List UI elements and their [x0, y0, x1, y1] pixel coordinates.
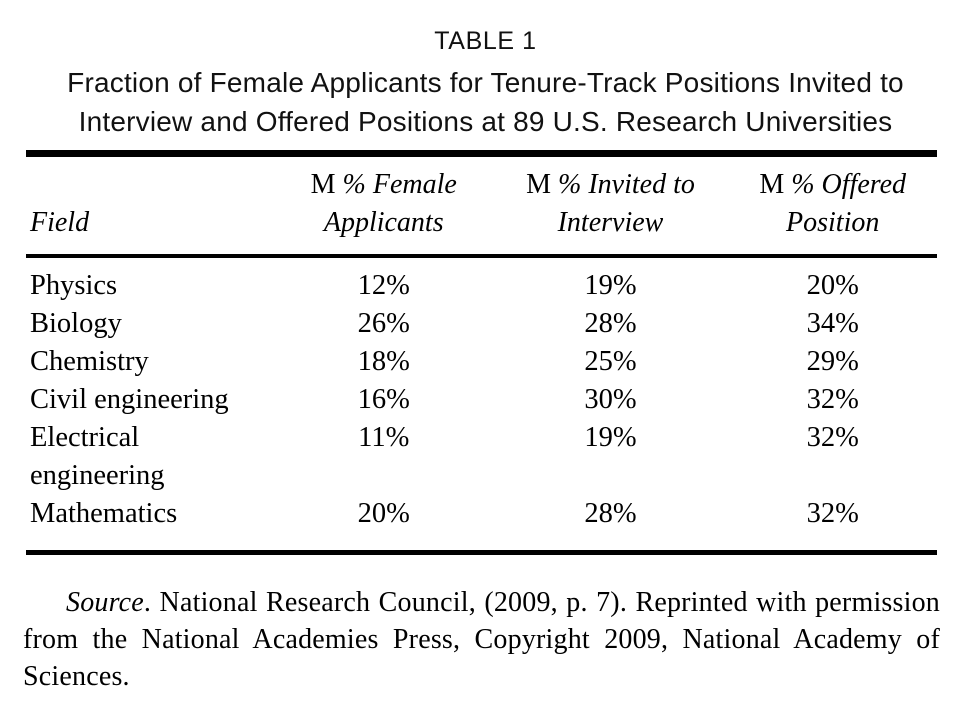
empty-cell	[275, 457, 493, 495]
column-header-female-applicants: M % Female Applicants	[275, 166, 493, 242]
header-line1: M % Invited to	[493, 166, 729, 204]
table-rule-header-bottom	[26, 254, 937, 258]
field-cell: Biology	[30, 308, 122, 339]
table-row-civil-engineering: Civil engineering 16% 30% 32%	[26, 381, 937, 419]
source-note-label: Source	[66, 587, 144, 618]
field-cell: Civil engineering	[30, 384, 229, 415]
mean-symbol: M	[310, 169, 336, 200]
table-label: TABLE 1	[434, 27, 537, 55]
column-header-invited-to-interview: M % Invited to Interview	[493, 166, 729, 242]
header-line2: Applicants	[323, 207, 444, 238]
header-line2: Interview	[557, 207, 664, 238]
table-rule-top	[26, 150, 937, 157]
invited-cell: 19%	[584, 270, 637, 301]
female-applicants-cell: 18%	[357, 346, 410, 377]
header-line1: M % Offered	[728, 166, 937, 204]
header-text: % Invited to	[558, 169, 695, 200]
table-title: Fraction of Female Applicants for Tenure…	[0, 63, 971, 141]
empty-cell	[493, 457, 729, 495]
table-caption: TABLE 1 Fraction of Female Applicants fo…	[0, 0, 971, 141]
field-cell: Electrical	[30, 422, 140, 453]
invited-cell: 19%	[584, 422, 637, 453]
column-header-offered-position: M % Offered Position	[728, 166, 937, 242]
table-row-biology: Biology 26% 28% 34%	[26, 305, 937, 343]
mean-symbol: M	[759, 169, 785, 200]
offered-cell: 32%	[806, 384, 859, 415]
source-note: Source. National Research Council, (2009…	[23, 584, 940, 695]
column-header-field: Field	[30, 207, 90, 238]
table-row-mathematics: Mathematics 20% 28% 32%	[26, 495, 937, 533]
table-title-line1: Fraction of Female Applicants for Tenure…	[67, 67, 904, 98]
female-applicants-cell: 12%	[357, 270, 410, 301]
invited-cell: 28%	[584, 498, 637, 529]
table-header-row: Field M % Female Applicants M % Invited …	[26, 157, 937, 254]
female-applicants-cell: 11%	[358, 422, 410, 453]
field-cell: Mathematics	[30, 498, 178, 529]
offered-cell: 20%	[806, 270, 859, 301]
table-row-chemistry: Chemistry 18% 25% 29%	[26, 343, 937, 381]
offered-cell: 32%	[806, 422, 859, 453]
table-row-electrical-engineering-continuation: engineering	[26, 457, 937, 495]
source-note-text: . National Research Council, (2009, p. 7…	[23, 587, 940, 692]
offered-cell: 34%	[806, 308, 859, 339]
field-cell-continuation: engineering	[30, 460, 165, 491]
female-applicants-cell: 26%	[357, 308, 410, 339]
header-line1: M % Female	[275, 166, 493, 204]
header-text: % Offered	[791, 169, 907, 200]
female-applicants-cell: 20%	[357, 498, 410, 529]
female-applicants-cell: 16%	[357, 384, 410, 415]
offered-cell: 32%	[806, 498, 859, 529]
mean-symbol: M	[526, 169, 551, 200]
table-row-electrical-engineering: Electrical 11% 19% 32%	[26, 419, 937, 457]
data-table: Field M % Female Applicants M % Invited …	[26, 150, 937, 555]
invited-cell: 30%	[584, 384, 637, 415]
header-text: % Female	[342, 169, 457, 200]
table-rule-bottom	[26, 550, 937, 555]
invited-cell: 28%	[584, 308, 637, 339]
table-body: Physics 12% 19% 20% Biology 26% 28% 34% …	[26, 258, 937, 550]
header-line2: Position	[786, 207, 880, 238]
table-title-line2: Interview and Offered Positions at 89 U.…	[78, 106, 893, 137]
empty-cell	[728, 457, 937, 495]
invited-cell: 25%	[584, 346, 637, 377]
offered-cell: 29%	[806, 346, 859, 377]
field-cell: Chemistry	[30, 346, 149, 377]
table-row-physics: Physics 12% 19% 20%	[26, 267, 937, 305]
field-cell: Physics	[30, 270, 118, 301]
